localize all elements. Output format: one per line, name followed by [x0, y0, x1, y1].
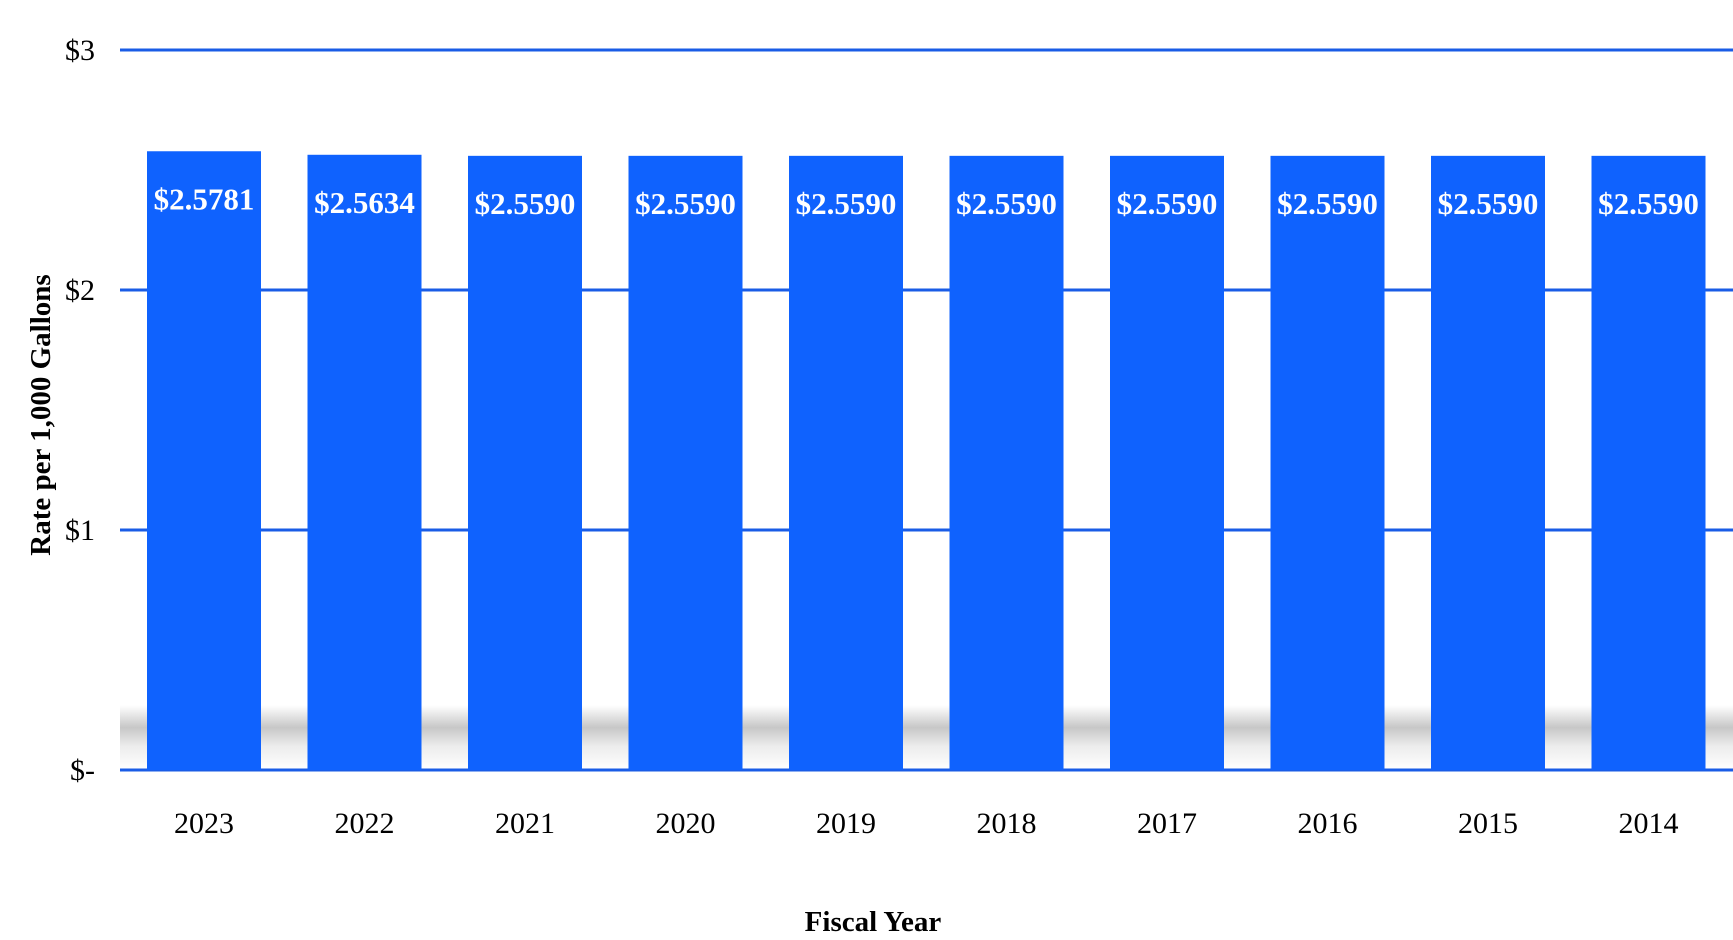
y-tick-label: $2 [65, 274, 95, 307]
x-tick-label: 2022 [335, 807, 395, 840]
x-tick-label: 2019 [816, 807, 876, 840]
bar [1431, 155, 1545, 771]
x-tick-label: 2018 [977, 807, 1037, 840]
x-tick-label: 2014 [1619, 807, 1679, 840]
bar [1110, 155, 1224, 771]
x-tick-label: 2015 [1458, 807, 1518, 840]
data-label: $2.5590 [1277, 186, 1378, 221]
data-label: $2.5590 [475, 186, 576, 221]
x-tick-label: 2016 [1298, 807, 1358, 840]
y-tick-label: $- [70, 754, 95, 787]
bar [628, 155, 743, 771]
bars: $2.5781 $2.5634 $2.5590 $2.5590 $2.5590 $2.55… [147, 151, 1706, 771]
bar [468, 155, 582, 771]
data-label: $2.5781 [154, 181, 255, 216]
bar [789, 155, 903, 771]
bar [949, 155, 1064, 771]
data-label: $2.5634 [314, 185, 415, 220]
data-label: $2.5590 [796, 186, 897, 221]
y-axis-title: Rate per 1,000 Gallons [25, 274, 57, 555]
x-tick-label: 2021 [495, 807, 555, 840]
x-axis-title: Fiscal Year [805, 906, 942, 938]
x-tick-label: 2023 [174, 807, 234, 840]
x-axis-ticks: 2023 2022 2021 2020 2019 2018 2017 2016 2015 2014 [174, 807, 1679, 840]
y-tick-label: $3 [65, 34, 95, 67]
y-axis-ticks: $- $1 $2 $3 [65, 34, 95, 787]
x-tick-label: 2020 [656, 807, 716, 840]
data-label: $2.5590 [1598, 186, 1699, 221]
bar [1591, 155, 1706, 771]
data-label: $2.5590 [1117, 186, 1218, 221]
bar [147, 151, 261, 771]
x-tick-label: 2017 [1137, 807, 1197, 840]
bar [307, 154, 422, 770]
data-label: $2.5590 [1438, 186, 1539, 221]
data-label: $2.5590 [956, 186, 1057, 221]
data-label: $2.5590 [635, 186, 736, 221]
y-tick-label: $1 [65, 514, 95, 547]
bar [1270, 155, 1385, 771]
